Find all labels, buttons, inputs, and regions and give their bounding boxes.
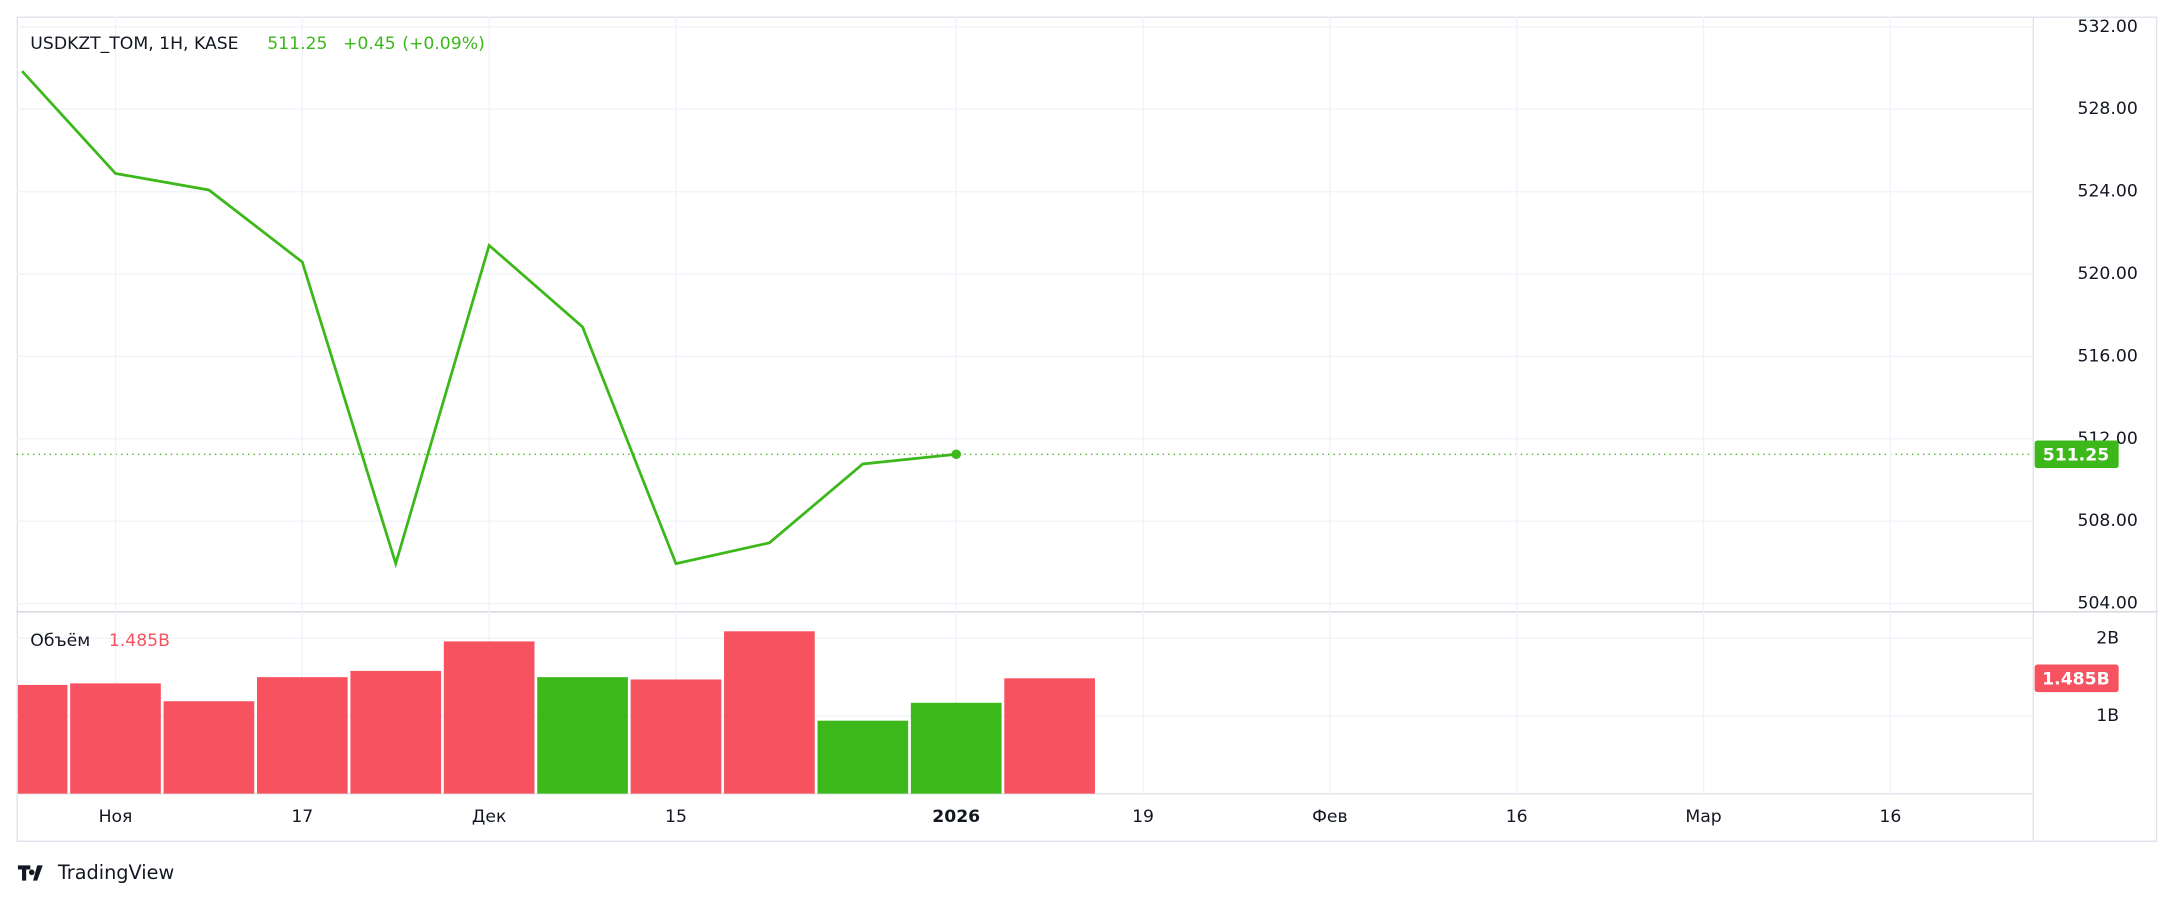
- volume-bar: [443, 641, 535, 794]
- volume-bar: [910, 702, 1002, 794]
- symbol-title: USDKZT_TOM, 1H, KASE: [30, 34, 238, 54]
- volume-bar: [350, 670, 442, 794]
- volume-bar: [817, 720, 909, 794]
- x-tick-label: 16: [1506, 807, 1528, 827]
- last-price-badge: [2034, 440, 2119, 469]
- y-tick-label: 528.00: [2078, 99, 2138, 119]
- plot-area: [17, 70, 1095, 794]
- x-tick-label: 15: [665, 807, 687, 827]
- volume-bar: [1004, 678, 1095, 794]
- x-tick-label: 17: [291, 807, 313, 827]
- x-tick-label: Дек: [472, 807, 506, 827]
- y-tick-label: 532.00: [2078, 17, 2138, 37]
- y-tick-label: 2B: [2096, 628, 2119, 648]
- y-tick-label: 524.00: [2078, 182, 2138, 202]
- y-tick-label: 516.00: [2078, 346, 2138, 366]
- x-tick-label: Ноя: [99, 807, 133, 827]
- volume-bar: [163, 701, 255, 794]
- price-change-pct: (+0.09%): [402, 34, 485, 54]
- x-tick-label: 2026: [932, 807, 980, 827]
- last-point: [951, 449, 962, 460]
- volume-bar: [630, 679, 722, 794]
- price-line: [21, 70, 957, 569]
- labels: 504.00508.00512.00516.00520.00524.00528.…: [99, 17, 2138, 827]
- y-tick-label: 1B: [2096, 706, 2119, 726]
- x-tick-label: Мар: [1685, 807, 1721, 827]
- volume-badge-label: 1.485B: [2042, 670, 2110, 690]
- x-tick-label: 19: [1132, 807, 1154, 827]
- y-tick-label: 520.00: [2078, 264, 2138, 284]
- volume-bar: [256, 677, 348, 794]
- volume-bar: [724, 631, 815, 794]
- price-change: +0.45: [343, 34, 396, 54]
- volume-badge: [2034, 664, 2119, 693]
- last-price: 511.25: [267, 34, 327, 54]
- brand-logo: [17, 865, 43, 881]
- chart-frame: [16, 16, 2158, 842]
- brand-name: TradingView: [57, 861, 174, 884]
- volume-bar: [70, 683, 161, 794]
- volume-bar: [17, 684, 68, 794]
- volume-title: Объём: [30, 631, 90, 651]
- x-tick-label: Фев: [1312, 807, 1348, 827]
- y-tick-label: 504.00: [2078, 594, 2138, 614]
- volume-last: 1.485B: [109, 631, 170, 651]
- y-tick-label: 508.00: [2078, 511, 2138, 531]
- last-price-badge-label: 511.25: [2043, 446, 2109, 466]
- volume-bar: [537, 677, 628, 794]
- x-tick-label: 16: [1879, 807, 1901, 827]
